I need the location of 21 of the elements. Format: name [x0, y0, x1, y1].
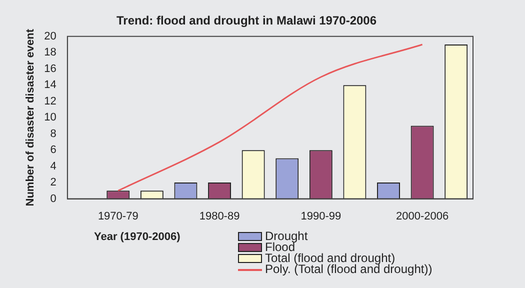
x-tick-label: 1970-79	[98, 210, 138, 222]
x-axis-title: Year (1970-2006)	[94, 231, 180, 243]
y-tick-label: 18	[44, 46, 56, 59]
y-tick-label: 14	[44, 79, 56, 92]
y-tick-label: 4	[50, 160, 56, 172]
y-tick-label: 10	[44, 112, 56, 124]
line-series	[117, 44, 424, 192]
chart-title: Trend: flood and drought in Malawi 1970-2006	[116, 14, 377, 28]
y-tick-label: 16	[44, 62, 56, 75]
y-tick-label: 2	[50, 176, 56, 189]
y-tick-label: 0	[50, 192, 56, 205]
y-tick-label: 6	[50, 144, 56, 156]
y-axis-title: Number of disaster disaster event	[24, 28, 37, 206]
y-tick-label: 8	[50, 128, 56, 140]
legend-label: Total (flood and drought)	[265, 251, 396, 265]
y-tick-label: 20	[44, 30, 56, 42]
legend-label: Drought	[265, 229, 308, 243]
x-tick-label: 1980-89	[199, 210, 240, 222]
x-tick-label: 1990-99	[300, 210, 342, 222]
y-tick-label: 12	[44, 95, 56, 108]
x-tick-label: 2000-2006	[396, 210, 449, 222]
